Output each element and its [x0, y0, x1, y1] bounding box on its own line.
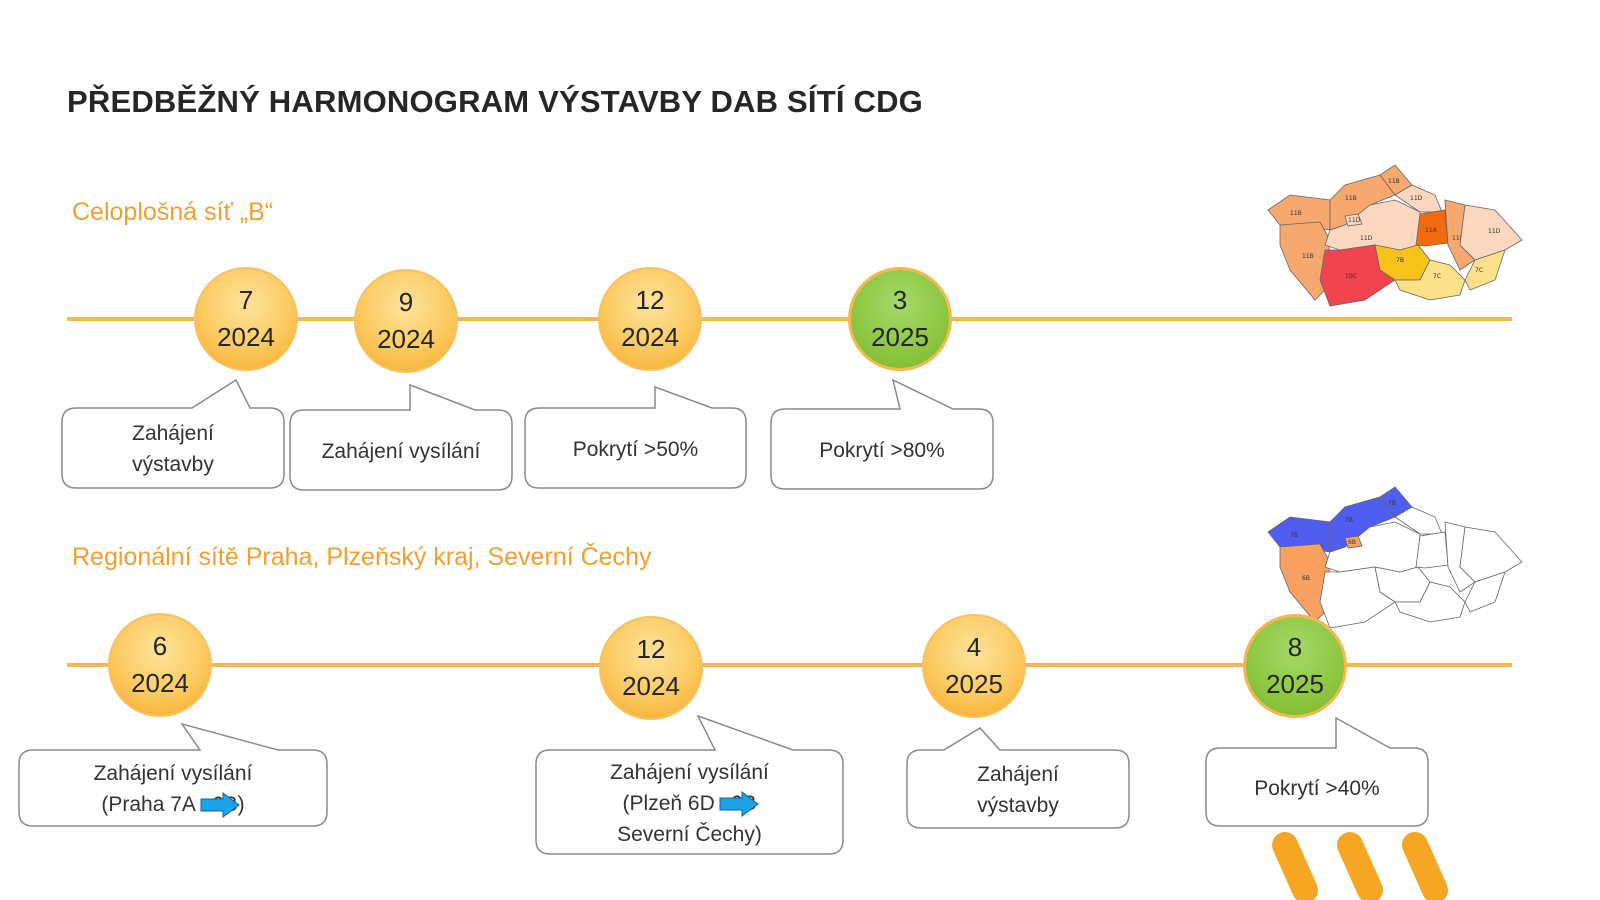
map-region-label: 7B	[1396, 257, 1404, 264]
milestone-b-3: 12 2024	[598, 267, 702, 371]
map-region	[1344, 535, 1363, 549]
map-region-label: 11B	[1388, 178, 1400, 185]
decorative-stripes	[1272, 832, 1448, 900]
map-czech-b: 11B 11B 11B 11B 11D 11D 11D 11A 11B 11D 10C 7B 7C 7C	[1267, 164, 1523, 307]
milestone-r-2: 12 2024	[599, 616, 703, 720]
map-region-label: 11B	[1302, 253, 1314, 260]
map-region-label: 7B	[1388, 500, 1396, 507]
callout-b-1: Zahájení výstavby	[132, 422, 214, 476]
map-region-label: 11D	[1348, 217, 1361, 224]
milestone-b-2: 9 2024	[354, 269, 458, 373]
map-czech-regional: 7B 6B 7B 7B 6B	[1267, 486, 1523, 629]
map-region	[1464, 571, 1506, 613]
map-region	[1279, 543, 1331, 623]
map-region-label: 11B	[1452, 235, 1464, 242]
map-region-label: 7C	[1475, 267, 1483, 274]
callout-r-4: Pokrytí >40%	[1254, 776, 1380, 800]
milestone-b-4: 3 2025	[848, 267, 952, 371]
callout-shape	[906, 727, 1130, 829]
map-region	[1415, 209, 1449, 247]
map-region	[1394, 581, 1466, 623]
map-region-label: 11D	[1488, 228, 1501, 235]
callout-shape	[61, 378, 285, 489]
map-region	[1464, 249, 1506, 291]
callout-shape	[18, 722, 328, 827]
callout-r-1: Zahájení vysílání (Praha 7A6B)	[19, 752, 327, 826]
callout-r-2: Zahájení vysílání (Plzeň 6D6B Severní Če…	[610, 760, 769, 846]
map-region-label: 6B	[1302, 575, 1310, 582]
map-region	[1415, 531, 1449, 569]
section-heading-b: Celoplošná síť „B“	[72, 198, 274, 226]
arrow-right-icon	[200, 792, 240, 819]
milestone-r-1: 6 2024	[108, 613, 212, 717]
map-region	[1344, 213, 1363, 227]
callout-shape	[524, 385, 747, 489]
callout-r-3: Zahájení výstavby	[977, 763, 1059, 817]
callout-shape	[289, 383, 513, 491]
map-region	[1394, 506, 1443, 535]
section-heading-regional: Regionální sítě Praha, Plzeňský kraj, Se…	[72, 543, 652, 571]
map-region-label: 11D	[1360, 235, 1373, 242]
callout-shape	[1205, 716, 1429, 827]
map-region-label: 11B	[1290, 210, 1302, 217]
map-region-label: 11A	[1425, 227, 1438, 234]
map-region-label: 11B	[1345, 195, 1357, 202]
map-region	[1394, 259, 1466, 301]
milestone-b-1: 7 2024	[194, 267, 298, 371]
callout-shape	[535, 714, 844, 855]
map-region	[1394, 184, 1443, 213]
milestone-r-4: 8 2025	[1243, 614, 1347, 718]
callout-shape	[770, 378, 994, 490]
map-region	[1279, 221, 1331, 301]
map-region-label: 7C	[1433, 273, 1441, 280]
map-region	[1459, 526, 1523, 583]
callout-b-3: Pokrytí >50%	[572, 437, 699, 461]
map-region-label: 11D	[1410, 195, 1423, 202]
map-region-label: 7B	[1290, 532, 1298, 539]
page-title: PŘEDBĚŽNÝ HARMONOGRAM VÝSTAVBY DAB SÍTÍ …	[67, 84, 923, 119]
map-region-label: 6B	[1348, 539, 1356, 546]
map-region-label: 10C	[1345, 273, 1357, 280]
arrow-right-icon	[719, 790, 759, 817]
callout-b-4: Pokrytí >80%	[819, 438, 945, 462]
callout-b-2: Zahájení vysílání	[321, 439, 481, 463]
milestone-r-3: 4 2025	[922, 614, 1026, 718]
map-region-label: 7B	[1345, 517, 1353, 524]
